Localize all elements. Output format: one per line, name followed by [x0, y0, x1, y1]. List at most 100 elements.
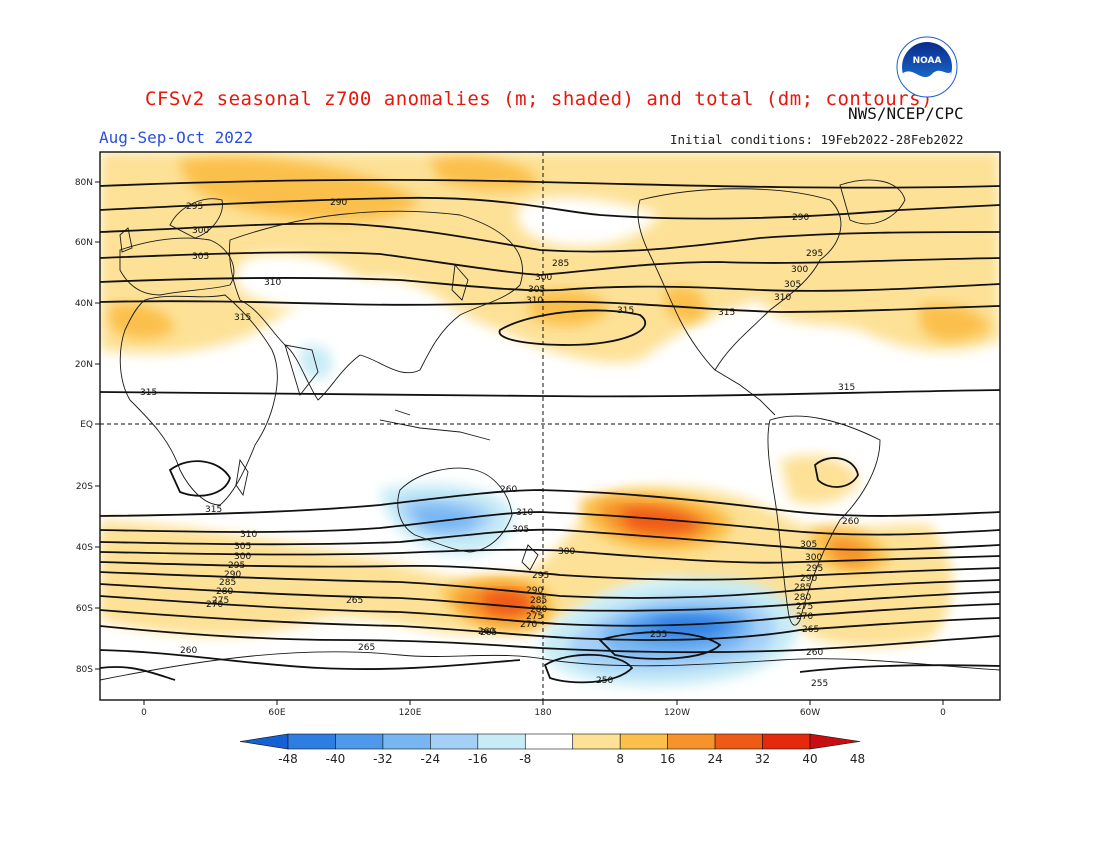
contour-label: 260: [806, 648, 823, 658]
contour-label: 315: [205, 505, 222, 515]
contour-label: 305: [512, 525, 529, 535]
contour-label: 295: [806, 564, 823, 574]
contour-line: [100, 300, 1000, 313]
contour-label: 265: [480, 628, 497, 638]
lon-label: 0: [141, 708, 147, 718]
contour-label: 295: [228, 561, 245, 571]
contour-label: 315: [718, 308, 735, 318]
anomaly-region: [236, 254, 380, 311]
contour-line: [100, 276, 1000, 292]
contour-label: 280: [794, 593, 811, 603]
lat-label: 80S: [76, 665, 93, 675]
lon-label: 120E: [399, 708, 422, 718]
coastlines: [100, 179, 1000, 681]
contour-label: 290: [526, 586, 543, 596]
contour-line: [100, 222, 1000, 253]
season-label: Aug-Sep-Oct 2022: [99, 128, 254, 147]
contour-label: 310: [526, 296, 543, 306]
contour-label: 265: [802, 625, 819, 635]
colorbar-box: [335, 733, 384, 750]
contour-line: [498, 309, 647, 346]
contour-line: [100, 649, 521, 670]
contour-line: [100, 609, 1000, 641]
colorbar-label: -24: [421, 752, 441, 766]
coastline-south-america: [767, 415, 881, 626]
contour-label: 275: [796, 602, 813, 612]
contour-line: [100, 571, 1000, 599]
contour-line: [100, 179, 1000, 189]
contour-labels: 295 290 300 305 310 315 315 285 300 305 …: [140, 198, 859, 689]
contour-label: 315: [838, 383, 855, 393]
contour-label: 310: [240, 530, 257, 540]
coastline-antarctica: [100, 651, 1000, 681]
colorbar-label: 48: [850, 752, 865, 766]
contour-line: [100, 561, 1000, 581]
lon-label: 180: [534, 708, 551, 718]
contour-line: [799, 664, 1000, 673]
contour-label: 310: [774, 293, 791, 303]
anomaly-region: [650, 617, 725, 635]
contour-label: 295: [186, 202, 203, 212]
contour-label: 285: [552, 259, 569, 269]
longitude-axis: 0 60E 120E 180 120W 60W 0: [141, 700, 946, 718]
contour-line: [100, 511, 1000, 536]
contour-label: 280: [216, 587, 233, 597]
colorbar-label: 8: [616, 752, 624, 766]
lat-label: 80N: [75, 178, 93, 188]
contour-line: [814, 457, 859, 488]
lat-label: EQ: [80, 420, 93, 430]
contour-label: 295: [806, 249, 823, 259]
contour-label: 300: [791, 265, 808, 275]
height-contours: [100, 179, 1000, 684]
contour-label: 305: [234, 542, 251, 552]
contour-label: 250: [596, 676, 613, 686]
contour-line: [100, 583, 1000, 612]
contour-label: 305: [528, 285, 545, 295]
anomaly-region: [620, 508, 700, 533]
contour-label: 305: [192, 252, 209, 262]
contour-label: 295: [532, 571, 549, 581]
contour-label: 270: [206, 600, 223, 610]
contour-line: [100, 548, 1000, 564]
contour-label: 260: [842, 517, 859, 527]
anomaly-region: [517, 197, 660, 247]
colorbar-box: [287, 733, 336, 750]
contour-label: 275: [526, 612, 543, 622]
anomaly-region: [780, 455, 860, 504]
colorbar-box: [572, 733, 621, 750]
lon-label: 120W: [664, 708, 690, 718]
contour-label: 260: [500, 485, 517, 495]
contour-label: 290: [800, 574, 817, 584]
contour-line: [100, 251, 1000, 276]
contour-label: 275: [212, 596, 229, 606]
colorbar-box: [667, 733, 716, 750]
anomaly-region: [830, 538, 872, 566]
anomaly-region: [110, 303, 175, 340]
contour-label: 315: [140, 388, 157, 398]
contour-line: [543, 653, 634, 684]
colorbar-label: -16: [468, 752, 488, 766]
lat-label: 40N: [75, 299, 93, 309]
contour-line: [100, 489, 1000, 517]
coastline-madagascar: [235, 458, 249, 497]
agency-label: NWS/NCEP/CPC: [848, 104, 964, 123]
lon-label: 60E: [268, 708, 285, 718]
contour-line: [100, 528, 1000, 551]
lon-label: 60W: [800, 708, 820, 718]
anomaly-region: [920, 303, 990, 341]
anomaly-region: [665, 286, 706, 323]
contour-label: 300: [558, 547, 575, 557]
colorbar-arrow-low: [239, 733, 289, 750]
coastline-europe: [119, 237, 235, 296]
contour-label: 255: [811, 679, 828, 689]
contour-line: [100, 625, 1000, 654]
contour-label: 315: [617, 306, 634, 316]
noaa-logo: NOAA: [896, 36, 958, 98]
contour-label: 305: [784, 280, 801, 290]
colorbar-box: [524, 733, 574, 750]
coastline-africa: [119, 294, 278, 506]
lat-label: 20S: [76, 482, 93, 492]
contour-label: 310: [264, 278, 281, 288]
colorbar-box: [477, 733, 526, 750]
